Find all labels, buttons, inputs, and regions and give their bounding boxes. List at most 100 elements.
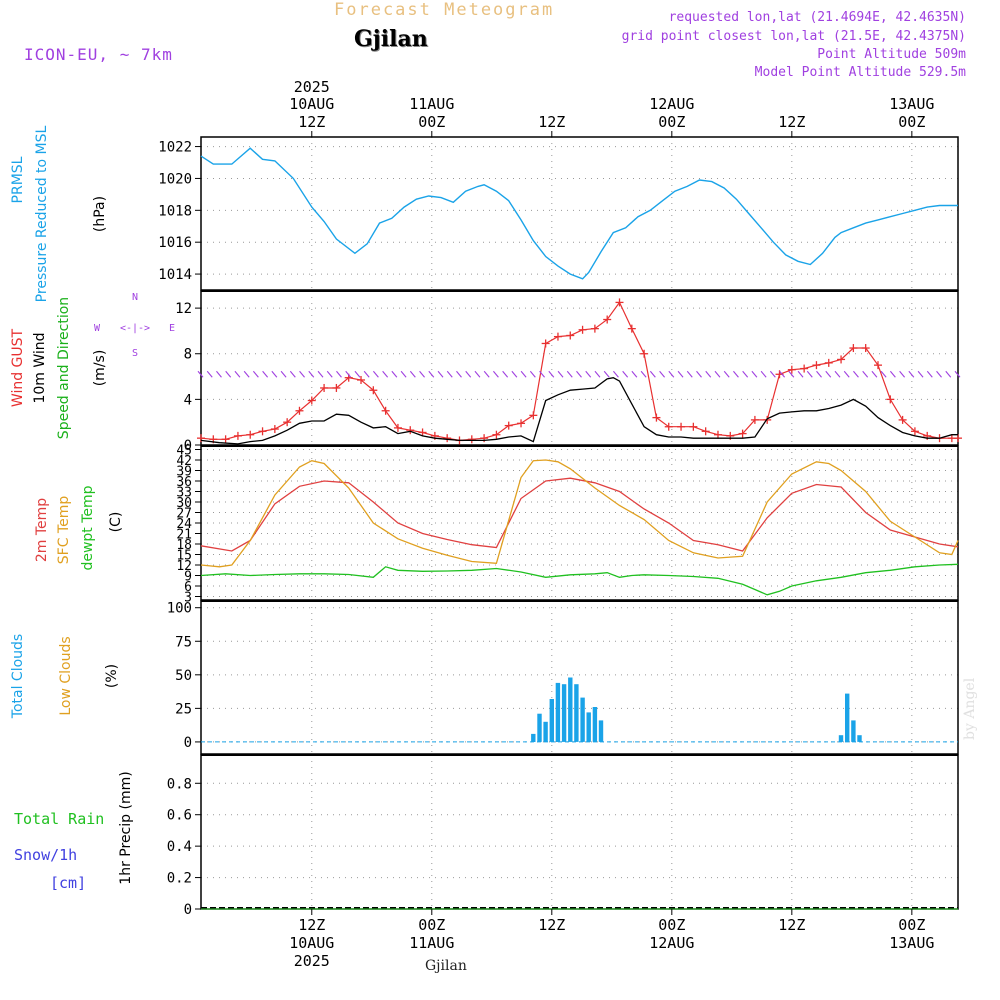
- ytick-label: 33: [176, 486, 192, 501]
- direction-arrow: [557, 370, 564, 378]
- direction-arrow: [206, 370, 213, 378]
- direction-arrow: [723, 370, 730, 378]
- panel-frame: [200, 600, 959, 755]
- compass-arrow: <-|->: [120, 323, 150, 334]
- direction-arrow: [889, 370, 896, 378]
- compass-north: N: [132, 292, 138, 303]
- direction-arrow: [659, 370, 666, 378]
- direction-arrow: [576, 370, 582, 378]
- ytick-label: 1018: [158, 203, 192, 219]
- point-altitude: Point Altitude 509m: [817, 47, 966, 62]
- top-date-label: 13AUG: [889, 95, 934, 113]
- direction-arrow: [216, 370, 222, 378]
- bottom-date-label: 13AUG: [889, 934, 934, 952]
- compass-south: S: [132, 348, 138, 359]
- cloud-bar: [555, 682, 561, 742]
- direction-arrow: [603, 370, 610, 378]
- direction-arrow: [751, 370, 758, 378]
- direction-arrow: [511, 370, 518, 378]
- temp-unit: (C): [108, 512, 124, 533]
- precip-label: 1hr Precip (mm): [118, 771, 134, 884]
- cloud-bar: [531, 733, 536, 742]
- direction-arrow: [622, 370, 629, 378]
- direction-arrow: [945, 370, 952, 378]
- direction-arrow: [917, 370, 924, 378]
- gust-marker: [233, 431, 242, 440]
- panel-frame: [200, 136, 959, 291]
- ytick-label: 0: [184, 438, 192, 454]
- cloud-bar: [851, 720, 856, 742]
- legend-snow: Snow/1h: [14, 846, 77, 864]
- direction-arrow: [788, 370, 795, 378]
- gust-marker: [800, 364, 809, 373]
- bottom-hour-label: 12Z: [538, 916, 565, 934]
- direction-arrow: [843, 370, 850, 378]
- gust-marker: [738, 429, 747, 438]
- direction-arrow: [816, 370, 822, 378]
- gust-marker: [603, 315, 612, 324]
- ytick-label: 25: [175, 701, 192, 717]
- direction-arrow: [926, 370, 933, 378]
- direction-arrow: [825, 370, 832, 378]
- direction-arrow: [262, 370, 269, 378]
- direction-arrow: [483, 370, 490, 378]
- bottom-date-label: 10AUG: [289, 934, 334, 952]
- direction-arrow: [871, 370, 878, 378]
- direction-arrow: [280, 370, 287, 378]
- gust-marker: [443, 434, 452, 443]
- direction-arrow: [336, 370, 342, 378]
- ytick-label: 1022: [158, 140, 192, 156]
- direction-arrow: [197, 370, 204, 378]
- ytick-label: 15: [176, 549, 192, 564]
- gust-marker: [677, 422, 686, 431]
- cloud-bar: [580, 697, 585, 742]
- direction-arrow: [299, 370, 305, 378]
- top-hour-label: 00Z: [418, 113, 445, 131]
- gust-marker: [553, 332, 562, 341]
- direction-arrow: [437, 370, 444, 378]
- product-title: Forecast Meteogram: [334, 0, 555, 20]
- direction-arrow: [428, 370, 435, 378]
- gust-marker: [357, 375, 366, 384]
- direction-arrow: [797, 370, 804, 378]
- direction-arrow: [400, 370, 407, 378]
- panel-wind: 0 4 8 12: [175, 290, 959, 454]
- pressure-line: [200, 147, 958, 280]
- wind-speed-line: [200, 377, 958, 445]
- direction-arrow: [649, 370, 656, 378]
- wind-label-direction: Speed and Direction: [56, 297, 72, 439]
- direction-arrow: [880, 370, 887, 378]
- ytick-label: 30: [176, 496, 192, 511]
- pressure-label-2: Pressure Reduced to MSL: [34, 125, 50, 302]
- gust-marker: [295, 406, 304, 415]
- temp-label-sfc: SFC Temp: [56, 496, 72, 565]
- direction-arrow: [391, 370, 398, 378]
- cloud-bar: [592, 707, 598, 742]
- ytick-label: 3: [184, 591, 192, 606]
- gust-marker: [713, 430, 722, 439]
- direction-arrow: [686, 370, 693, 378]
- direction-arrow: [705, 370, 712, 378]
- direction-arrow: [243, 370, 250, 378]
- gust-marker: [787, 365, 796, 374]
- cloud-bar: [857, 735, 862, 742]
- gust-marker: [837, 355, 846, 364]
- location-title: Gjilan: [354, 26, 428, 52]
- cloud-bar: [574, 684, 579, 742]
- direction-arrow: [409, 370, 416, 378]
- direction-arrow: [465, 370, 472, 378]
- top-date-label: 11AUG: [409, 95, 454, 113]
- direction-arrow: [806, 370, 813, 378]
- direction-arrow: [539, 370, 545, 378]
- ytick-label: 0.6: [167, 808, 192, 824]
- wind-label-gust: Wind GUST: [10, 328, 26, 407]
- direction-arrow: [640, 370, 647, 378]
- top-hour-label: 12Z: [298, 113, 325, 131]
- ytick-label: 39: [176, 465, 192, 480]
- direction-arrow: [520, 370, 527, 378]
- gust-marker: [861, 344, 870, 353]
- direction-arrow: [742, 370, 749, 378]
- ytick-label: 0: [184, 735, 192, 751]
